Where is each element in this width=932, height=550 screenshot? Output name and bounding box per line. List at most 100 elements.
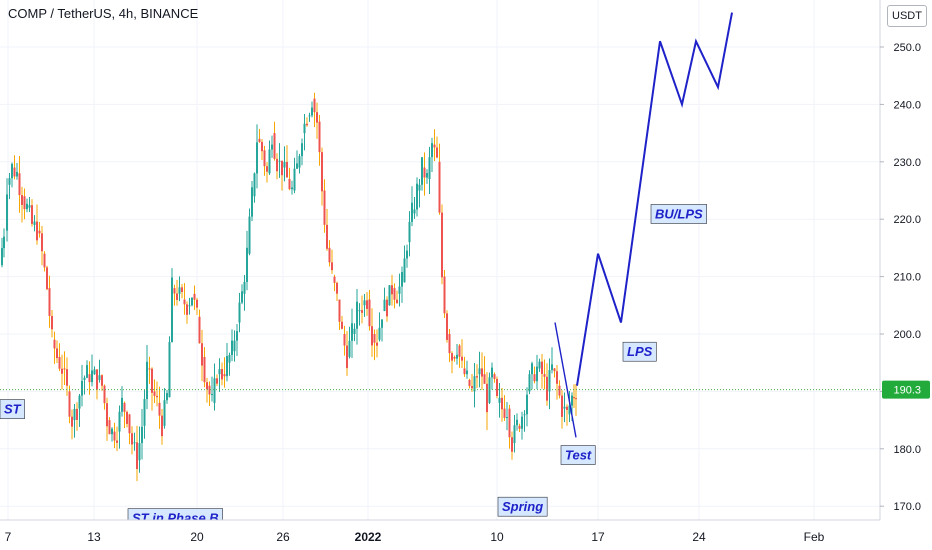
candle-body [136,442,138,469]
candle-body [43,253,46,268]
candle-body [363,300,366,306]
candle-body [496,378,498,396]
candle-body [226,356,228,377]
candle-body [413,209,416,214]
candle-body [575,398,577,400]
candle-body [168,341,171,398]
candle-body [108,420,111,435]
candle-body [208,385,211,395]
candle-body [556,371,558,384]
annotation-box [0,399,25,419]
candle-body [41,233,43,252]
candle-body [266,166,268,172]
candle-body [391,285,393,295]
candle-body [361,310,363,313]
candle-body [311,107,313,116]
candle-body [438,161,441,213]
candle-body [138,443,141,461]
candle-body [91,370,93,383]
annotation-box [622,341,657,362]
candle-body [346,345,348,369]
candle-body [81,380,83,396]
candle-body [331,262,333,271]
candle-body [516,419,518,426]
y-tick-label: 240.0 [893,99,921,111]
candle-body [561,395,563,417]
x-tick-label: 20 [190,530,204,544]
candle-body [148,368,151,370]
x-tick-label: 24 [692,530,706,544]
x-tick-label: Feb [804,530,825,544]
candle-body [46,267,48,290]
candle-body [486,383,488,413]
candle-body [506,417,508,419]
candle-body [196,299,198,308]
candle-body [426,173,428,178]
candle-body [28,205,31,208]
candle-body [453,356,456,359]
candle-body [298,156,301,168]
candle-body [11,163,13,179]
candle-body [348,340,351,357]
candle-body [423,167,426,178]
candle-body [321,152,323,192]
candle-body [58,356,61,369]
candle-body [316,112,318,123]
candle-body [333,276,336,283]
candle-body [61,368,63,374]
candle-body [101,375,103,386]
candle-body [278,160,281,162]
candle-body [236,331,238,341]
candle-body [273,133,276,159]
x-tick-label: 13 [87,530,101,544]
candle-body [533,374,536,382]
x-tick-label: 2022 [355,530,382,544]
candle-body [356,301,358,329]
candle-body [36,221,38,241]
candle-body [456,354,458,359]
candle-body [48,288,51,316]
candle-body [21,195,23,205]
candle-body [463,368,466,375]
candle-body [163,400,166,426]
candle-body [343,334,346,346]
candle-body [203,356,206,383]
candle-body [256,142,258,174]
candle-body [371,326,373,346]
annotation-label: Test [565,448,592,463]
candle-body [376,342,378,346]
candle-body [508,408,511,438]
candle-body [73,408,76,421]
candle-body [341,321,343,329]
candle-body [241,291,243,303]
candle-body [143,399,146,426]
currency-unit[interactable]: USDT [887,5,927,27]
candle-body [113,431,116,441]
candle-body [308,115,311,117]
annotation-label: LPS [627,344,653,359]
candle-body [501,397,503,410]
candle-body [121,397,123,412]
candle-body [318,121,321,153]
candle-body [458,345,461,357]
candle-body [223,374,226,377]
candle-body [466,370,468,375]
candle-body [33,221,36,225]
candle-body [328,247,331,263]
x-axis: 7 13 20 26 2022 10 17 24 Feb [0,519,932,550]
candle-body [433,144,436,148]
candle-body [483,374,486,384]
candle-body [216,378,218,384]
candle-body [193,293,196,300]
candle-body [526,394,528,415]
candle-body [211,393,213,395]
candle-body [188,305,191,307]
candle-body [26,203,28,210]
candle-body [228,354,231,363]
candle-body [83,377,86,380]
candle-body [13,167,16,177]
candle-body [491,367,493,378]
candle-body [498,397,501,403]
candle-body [218,369,221,375]
